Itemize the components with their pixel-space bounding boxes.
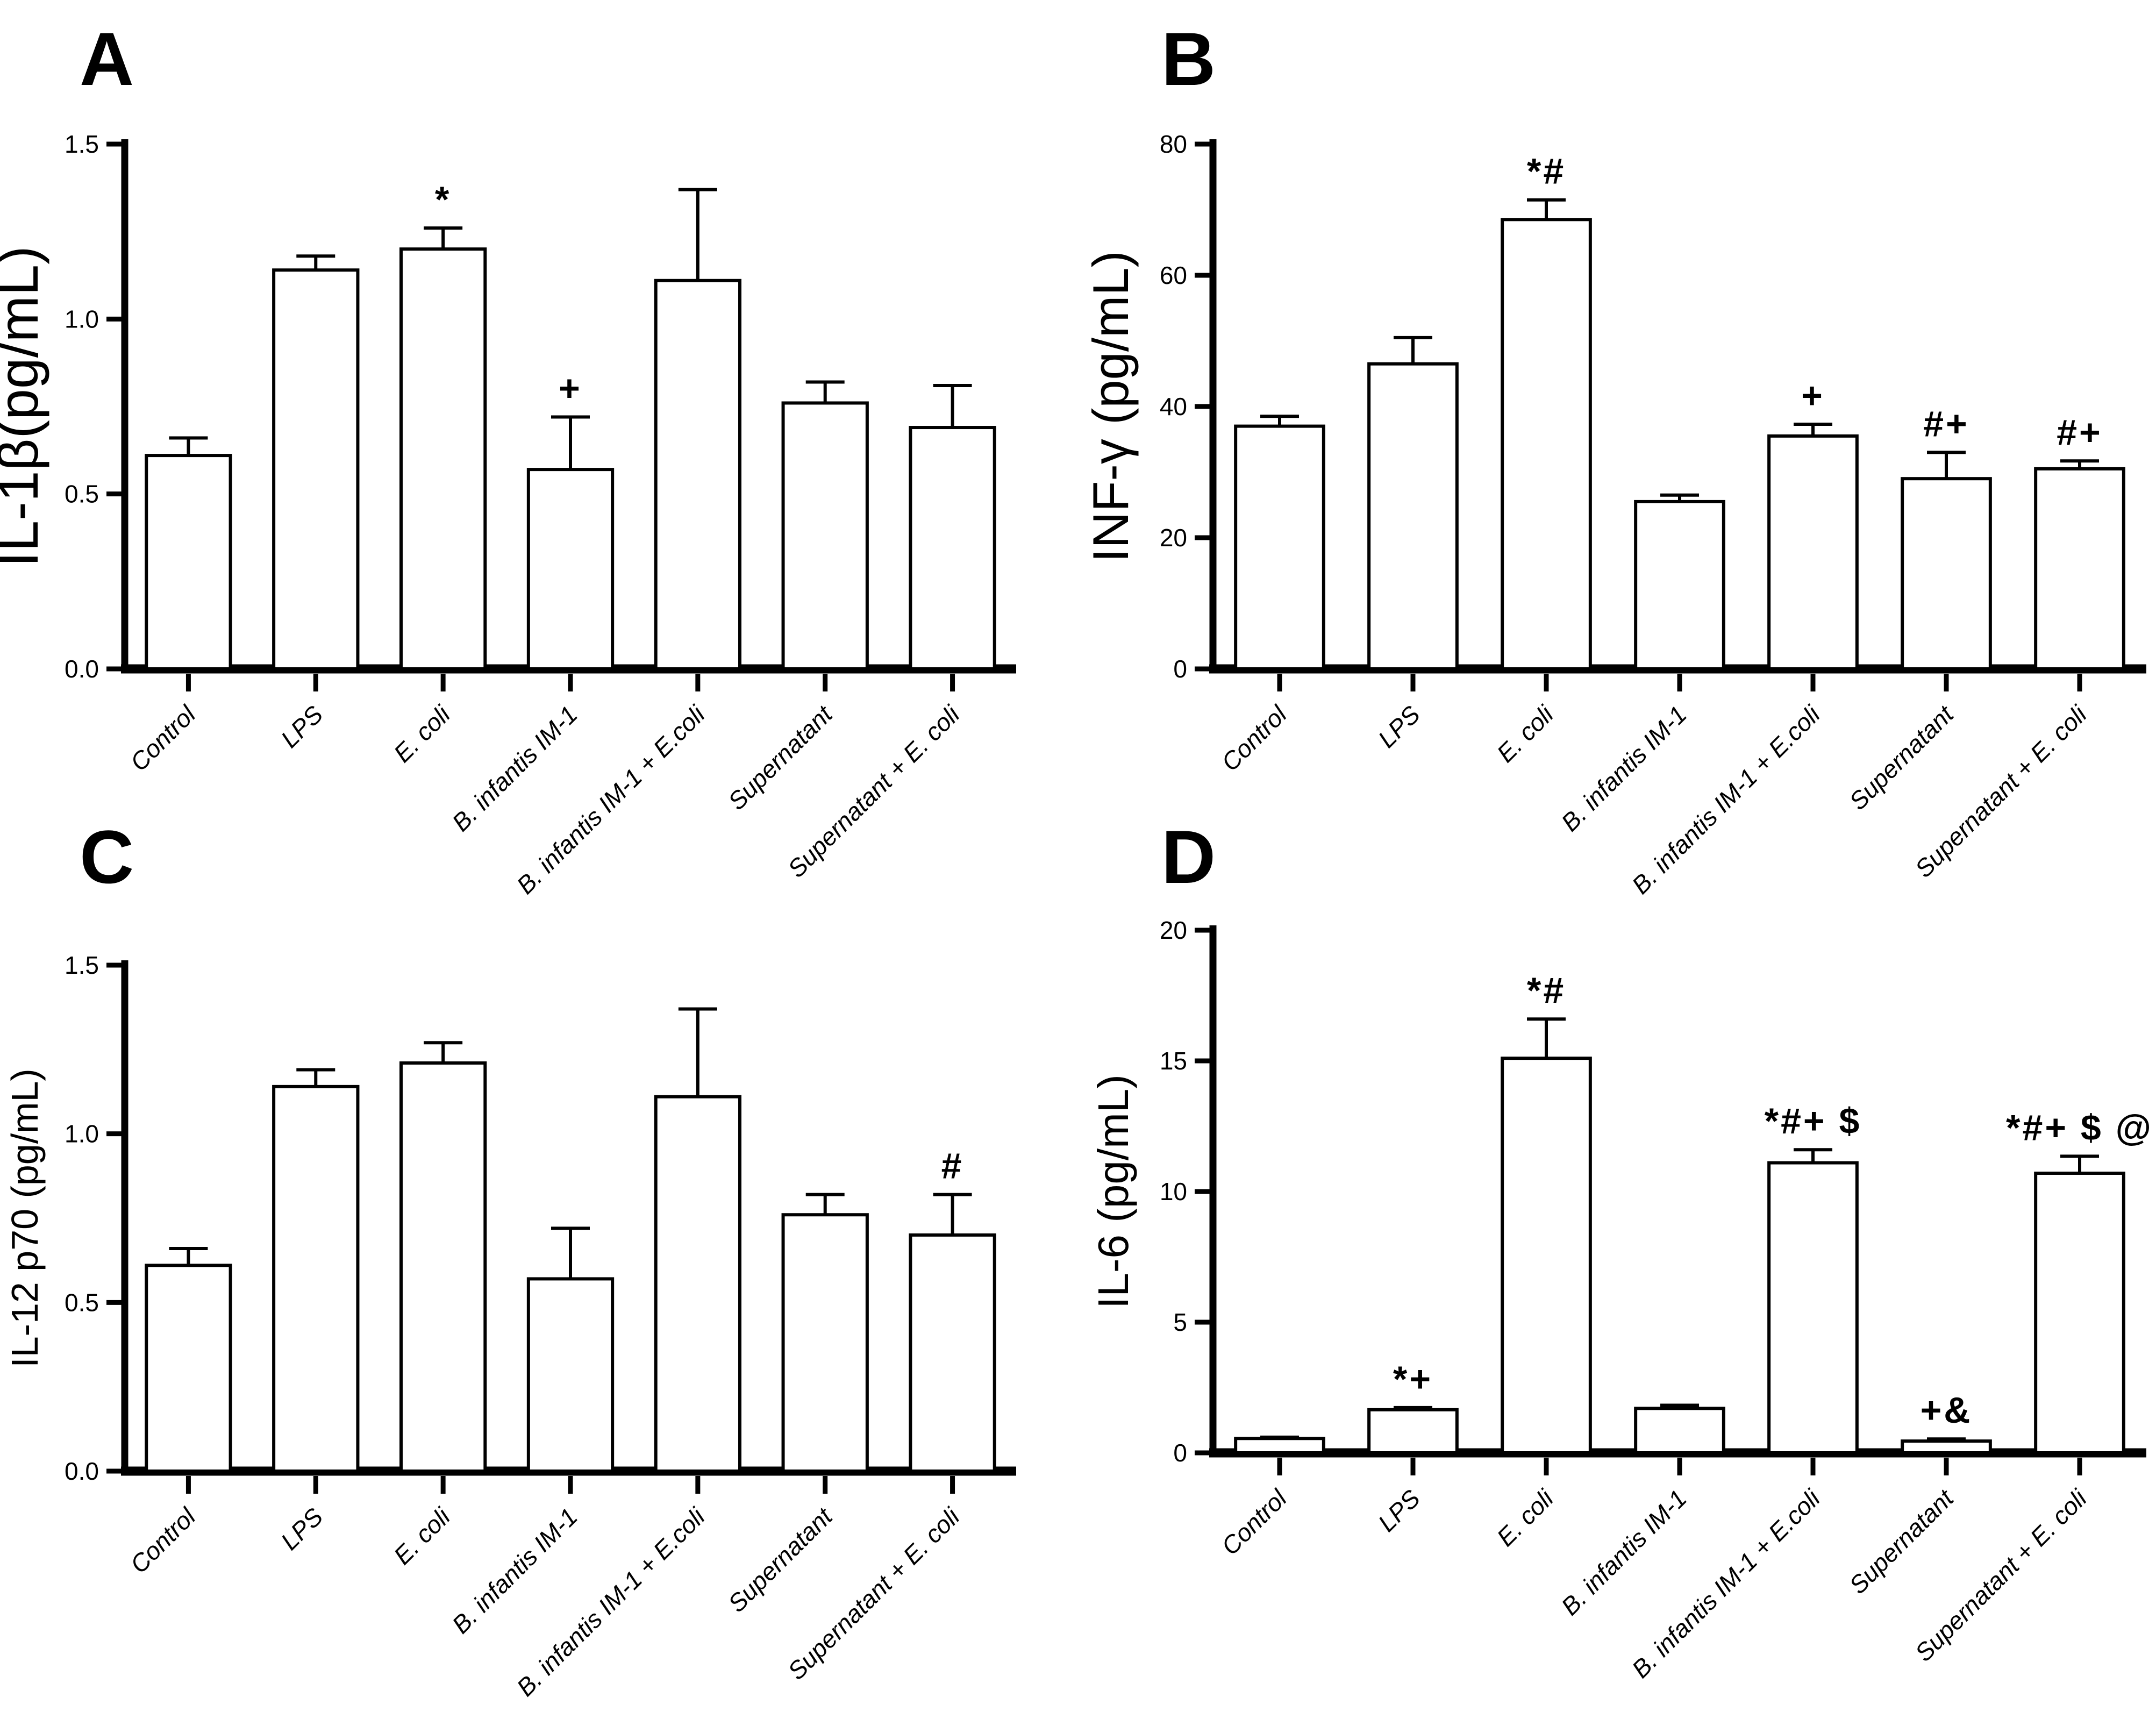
- bar: [2034, 467, 2125, 671]
- significance-annotation: *+: [1393, 1359, 1433, 1400]
- x-category-label: Supernatant: [1844, 700, 1960, 816]
- bar: [1234, 1437, 1325, 1455]
- y-tick-label: 60: [1160, 261, 1187, 289]
- x-category-label: LPS: [1373, 1484, 1425, 1537]
- significance-annotation: #+: [1923, 403, 1969, 444]
- y-tick-label: 20: [1160, 916, 1187, 944]
- panel-C: C IL-12 p70 (pg/mL) 0.0 0.5 1.0 1.5 Control LPS…: [4, 815, 1016, 1702]
- bar: [1634, 500, 1725, 671]
- y-axis-title: IL-1β(pg/mL): [0, 246, 50, 567]
- y-tick-label: 1.5: [65, 130, 99, 158]
- bar: [145, 454, 232, 671]
- bar: [1367, 1408, 1459, 1455]
- x-category-label: E. coli: [1491, 1483, 1560, 1552]
- panel-D: D IL-6 (pg/mL) 0 5 10 15 20 Control LPS *+ E. coli…: [1089, 815, 2153, 1684]
- bar: [1901, 477, 1992, 671]
- bar: [654, 279, 742, 671]
- x-category-label: Supernatant: [1844, 1483, 1960, 1600]
- bar: [1501, 1057, 1592, 1454]
- x-category-label: LPS: [275, 700, 328, 753]
- y-tick-label: 1.0: [65, 1120, 99, 1148]
- significance-annotation: *: [435, 179, 451, 220]
- bar: [1501, 218, 1592, 671]
- x-category-label: Control: [125, 1502, 202, 1579]
- y-tick-label: 1.0: [65, 305, 99, 333]
- bar: [909, 1233, 996, 1473]
- bar: [1767, 1161, 1859, 1455]
- y-tick-label: 5: [1173, 1308, 1187, 1336]
- x-category-label: E. coli: [388, 1502, 456, 1570]
- bar: [399, 1061, 487, 1473]
- bar: [526, 468, 615, 671]
- significance-annotation: *#+ $: [1765, 1101, 1862, 1142]
- bar: [145, 1264, 232, 1473]
- bar: [909, 426, 996, 671]
- panel-letter-D: D: [1161, 815, 1216, 899]
- bar: [781, 401, 869, 671]
- bar: [399, 247, 487, 671]
- y-tick-label: 15: [1160, 1047, 1187, 1075]
- y-tick-label: 80: [1160, 130, 1187, 158]
- y-axis-title: INF-γ (pg/mL): [1082, 251, 1139, 562]
- bar: [1901, 1439, 1992, 1454]
- x-category-label: E. coli: [1491, 700, 1560, 768]
- panel-letter-A: A: [80, 17, 134, 101]
- panel-A: A IL-1β(pg/mL) 0.0 0.5 1.0 1.5 Control LPS E. co…: [0, 17, 1016, 900]
- bar: [272, 1085, 360, 1473]
- y-axis-title: IL-6 (pg/mL): [1089, 1074, 1137, 1309]
- x-category-label: B. infantis IM-1: [1555, 700, 1692, 837]
- significance-annotation: +: [559, 368, 582, 409]
- y-tick-label: 0: [1173, 655, 1187, 683]
- x-category-label: B. infantis IM-1: [1555, 1484, 1692, 1621]
- bar: [1767, 434, 1859, 671]
- significance-annotation: *#+ $ @: [2006, 1107, 2153, 1148]
- y-tick-label: 20: [1160, 524, 1187, 552]
- bar: [272, 268, 360, 671]
- y-tick-label: 0.5: [65, 1288, 99, 1316]
- x-category-label: B. infantis IM-1: [446, 700, 583, 837]
- bar: [1234, 424, 1325, 671]
- panel-B: B INF-γ (pg/mL) 0 20 40 60 80 Control LPS E. coli…: [1082, 17, 2146, 900]
- y-tick-label: 0: [1173, 1439, 1187, 1467]
- bar: [1634, 1407, 1725, 1454]
- panel-letter-B: B: [1161, 17, 1216, 101]
- bar: [1367, 362, 1459, 671]
- x-category-label: LPS: [275, 1502, 328, 1555]
- x-category-label: B. infantis IM-1: [446, 1502, 583, 1639]
- x-category-label: Supernatant: [723, 1502, 839, 1618]
- x-category-label: Supernatant: [723, 700, 839, 816]
- bar: [526, 1277, 615, 1473]
- significance-annotation: *#: [1527, 970, 1566, 1011]
- significance-annotation: +: [1801, 375, 1825, 416]
- significance-annotation: +&: [1921, 1390, 1973, 1431]
- bar: [654, 1095, 742, 1473]
- y-tick-label: 0.0: [65, 655, 99, 683]
- x-category-label: Control: [1216, 700, 1293, 776]
- y-tick-label: 40: [1160, 393, 1187, 420]
- x-category-label: E. coli: [388, 700, 456, 768]
- y-tick-label: 10: [1160, 1178, 1187, 1206]
- significance-annotation: #+: [2057, 412, 2103, 453]
- y-axis-title: IL-12 p70 (pg/mL): [4, 1068, 46, 1367]
- y-tick-label: 0.0: [65, 1457, 99, 1485]
- y-tick-label: 1.5: [65, 951, 99, 979]
- significance-annotation: #: [941, 1146, 964, 1187]
- bar: [781, 1213, 869, 1473]
- x-category-label: Control: [1216, 1483, 1293, 1560]
- x-category-label: LPS: [1373, 700, 1425, 753]
- bar: [2034, 1171, 2125, 1454]
- panel-letter-C: C: [80, 815, 134, 899]
- y-tick-label: 0.5: [65, 480, 99, 508]
- x-category-label: Control: [125, 700, 202, 776]
- significance-annotation: *#: [1527, 151, 1566, 192]
